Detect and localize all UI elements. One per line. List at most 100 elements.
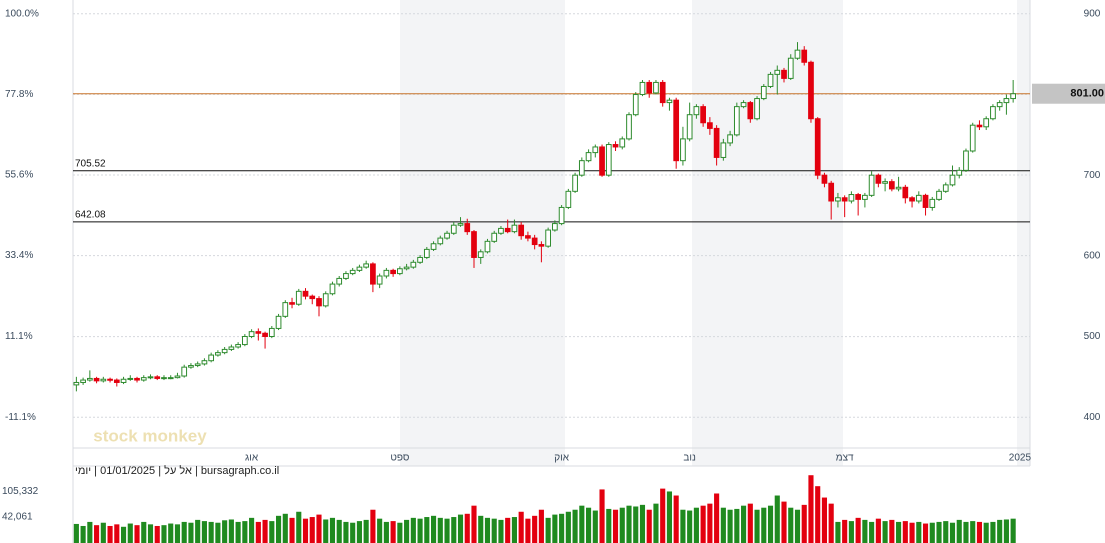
volume-bar [444,518,450,543]
candle-body [835,197,841,202]
volume-bar [201,521,207,543]
watermark: stock monkey [93,426,207,445]
volume-bar [491,518,497,543]
volume-bar [653,503,659,543]
candle-body [127,377,134,380]
volume-bar [761,507,767,543]
candle-body [525,235,531,239]
candle-body [814,118,821,176]
candle-body [430,243,437,250]
volume-bar [377,518,383,543]
volume-bar [552,514,558,543]
volume-bar [336,519,342,543]
volume-bar [114,524,120,543]
volume-bar [720,507,726,543]
volume-bar [302,518,309,543]
candle-body [336,277,343,285]
y-tick-label: 900 [1084,9,1101,20]
candle-body [215,352,221,356]
candle-body [626,114,632,140]
candle-body [241,336,248,346]
candle-body [578,160,585,176]
candle-body [619,138,626,148]
volume-bar [484,517,491,543]
candle-body [936,190,942,200]
volume-bar [161,525,167,543]
volume-bar [559,513,565,543]
candle-body [572,174,578,192]
level-label: 705.52 [75,158,106,169]
volume-bar [215,522,221,543]
volume-bar [734,508,740,543]
candle-body [511,224,518,233]
candle-body [922,194,929,208]
volume-bar [842,519,848,543]
candle-body [504,227,511,233]
volume-bar [390,521,396,543]
candle-body [255,331,262,334]
candle-body [781,69,787,79]
last-price-label: 801.00 [1070,88,1104,100]
candle-body [794,49,801,59]
candle-body [477,251,484,258]
candle-body [538,244,545,247]
candle-body [228,346,235,350]
candle-body [498,227,504,234]
candle-body [349,269,356,275]
candle-body [167,377,174,380]
volume-bar [269,521,275,543]
volume-bar [363,519,369,543]
volume-bar [673,495,679,543]
candle-body [113,379,120,383]
volume-bar [464,513,470,543]
volume-bar [983,522,989,543]
candle-body [558,206,565,225]
candle-body [801,49,808,63]
volume-bar [127,523,133,543]
volume-bar [788,507,794,543]
volume-bar [741,505,747,543]
candle-body [707,122,713,129]
candle-body [289,302,295,305]
volume-bar [862,519,868,543]
volume-bar [646,509,652,543]
volume-bar [781,501,787,543]
candle-body [464,223,471,233]
month-band [692,0,843,466]
volume-bar [471,505,477,543]
volume-bar [1003,519,1009,543]
volume-bar [370,509,376,543]
candle-body [855,194,862,200]
candle-body [862,194,868,200]
candle-body [909,197,915,202]
candle-body [329,283,336,295]
candle-body [518,224,525,237]
x-tick-label: נוב [683,453,696,464]
candle-body [828,182,835,202]
volume-bar [943,521,949,543]
volume-bar [383,521,389,543]
volume-bar [457,514,464,543]
candle-body [895,186,902,190]
volume-bar [794,509,801,543]
y-tick-label: 500 [1084,331,1101,342]
candle-body [343,273,349,279]
volume-bar [181,521,187,543]
volume-bar [929,522,935,543]
volume-bar [882,521,888,543]
candle-body [754,98,760,120]
volume-bar [848,521,854,543]
candle-body [397,268,403,275]
volume-bar [451,517,457,543]
candle-body [107,378,113,381]
candle-body [491,232,498,242]
volume-bar [808,475,814,543]
volume-bar [956,519,962,543]
volume-bar [329,517,336,543]
volume-bar [141,521,147,543]
volume-bar [242,521,248,543]
volume-bar [1010,518,1016,543]
volume-bar [289,517,295,543]
